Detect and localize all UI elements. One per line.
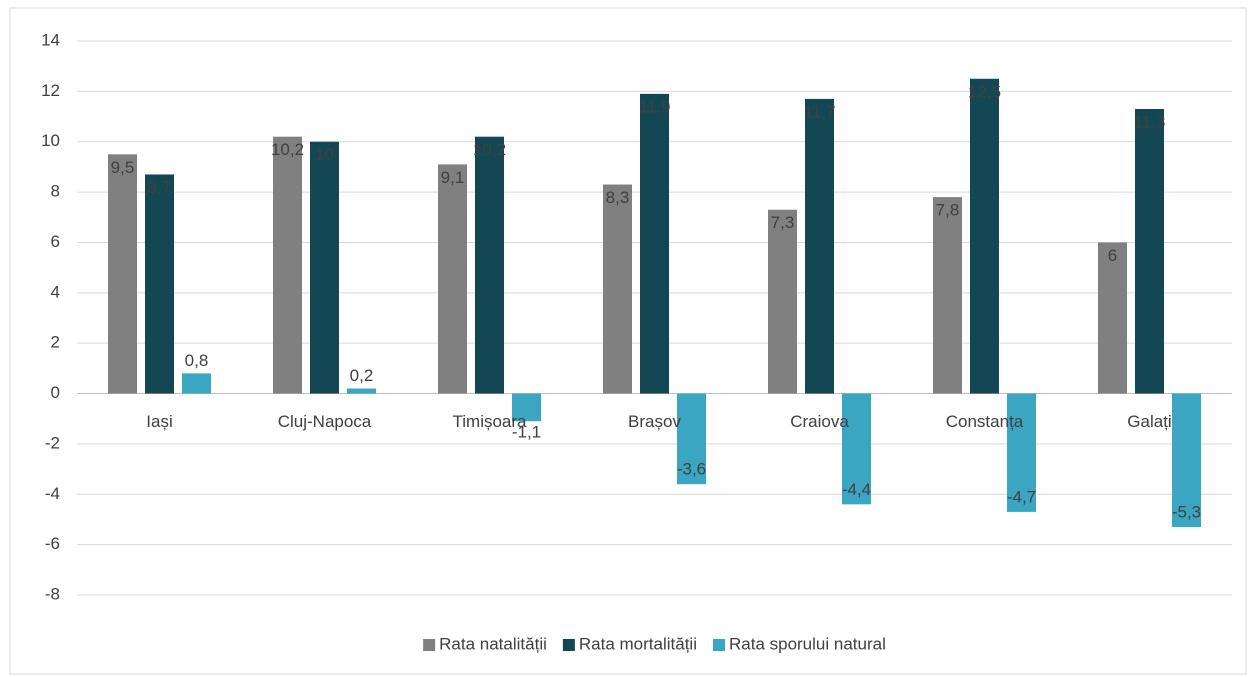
bar: [182, 373, 211, 394]
data-label: -4,7: [1007, 487, 1036, 506]
y-tick-label: 4: [51, 282, 60, 301]
data-label: 11,9: [639, 97, 671, 116]
bar: [640, 93, 669, 394]
bar: [475, 136, 504, 394]
data-label: 10: [315, 145, 334, 164]
data-label: 8,7: [148, 178, 172, 197]
legend-label: Rata mortalității: [579, 634, 697, 653]
bar: [512, 393, 541, 422]
bar: [842, 393, 871, 505]
x-tick-label: Brașov: [628, 412, 681, 431]
bar: [438, 164, 467, 394]
data-label: -3,6: [677, 460, 706, 479]
bar: [108, 154, 137, 394]
data-label: 11,3: [1134, 112, 1166, 131]
data-label: 8,3: [606, 188, 630, 207]
data-label: -5,3: [1172, 502, 1201, 521]
data-label: 7,8: [936, 201, 960, 220]
x-tick-label: Galați: [1127, 412, 1171, 431]
y-tick-label: 2: [51, 333, 60, 352]
legend-swatch: [562, 639, 575, 651]
y-tick-label: -6: [45, 534, 60, 553]
y-tick-label: 6: [51, 232, 60, 251]
data-label: 12,5: [968, 82, 1001, 101]
data-label: 0,2: [350, 366, 374, 385]
data-label: -1,1: [512, 423, 541, 442]
bar: [805, 98, 834, 394]
y-tick-label: -2: [45, 433, 60, 452]
y-tick-label: 10: [41, 131, 60, 150]
bar: [1135, 108, 1164, 394]
bar: [603, 184, 632, 394]
bar: [768, 209, 797, 394]
y-tick-label: 8: [51, 182, 60, 201]
bar: [1172, 393, 1201, 528]
data-label: 0,8: [185, 351, 209, 370]
x-tick-label: Iași: [146, 412, 172, 431]
x-tick-label: Cluj-Napoca: [278, 412, 372, 431]
y-tick-label: -4: [45, 484, 60, 503]
y-tick-label: 0: [51, 383, 60, 402]
legend-swatch: [423, 639, 436, 651]
x-tick-label: Constanța: [946, 412, 1024, 431]
legend-label: Rata natalității: [439, 634, 547, 653]
y-tick-label: 14: [41, 30, 60, 49]
bar: [677, 393, 706, 485]
data-label: -4,4: [842, 480, 871, 499]
data-label: 11,7: [804, 102, 836, 121]
legend-label: Rata sporului natural: [729, 634, 886, 653]
bar: [273, 136, 302, 394]
bar: [1098, 242, 1127, 394]
x-tick-label: Timișoara: [453, 412, 528, 431]
legend-swatch: [712, 639, 725, 651]
bar: [970, 78, 999, 394]
y-tick-label: -8: [45, 584, 60, 603]
bar: [933, 197, 962, 394]
bar: [310, 141, 339, 394]
data-label: 10,2: [271, 140, 304, 159]
data-label: 6: [1108, 246, 1117, 265]
y-tick-label: 12: [41, 81, 60, 100]
data-label: 9,5: [111, 158, 135, 177]
bar: [145, 174, 174, 394]
data-label: 10,2: [473, 140, 506, 159]
data-label: 7,3: [771, 213, 795, 232]
bar: [347, 388, 376, 394]
bar: [1007, 393, 1036, 512]
x-tick-label: Craiova: [790, 412, 849, 431]
data-label: 9,1: [441, 168, 465, 187]
